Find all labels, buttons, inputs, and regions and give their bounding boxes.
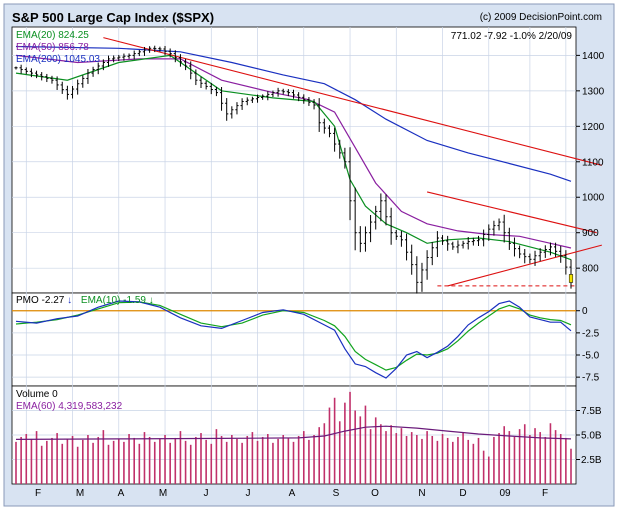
trend-line-0 [103,37,602,166]
price-tick-label-5: 900 [582,228,599,239]
x-tick-label-0: F [35,488,41,499]
pmo-ema-down-arrow-icon: ↓ [149,295,154,306]
legend-ema200: EMA(200) 1045.03 [16,54,100,65]
price-tick-label-4: 1000 [582,193,605,204]
price-tick-label-1: 1300 [582,86,605,97]
x-tick-label-3: M [159,488,167,499]
x-tick-label-9: N [418,488,425,499]
pmo-tick-label-0: 0 [582,306,588,317]
pmo-line [15,300,572,379]
x-tick-label-1: M [76,488,84,499]
pmo-tick-label-1: -2.5 [582,328,600,339]
price-series [14,37,602,294]
legend-ema20: EMA(20) 824.25 [16,30,89,41]
pmo-down-arrow-icon: ↓ [67,295,72,306]
legend-volume-ema: EMA(60) 4,319,583,232 [16,401,123,412]
x-tick-label-5: J [246,488,251,499]
trend-line-2 [447,244,602,287]
x-axis-ticks: F M A M J J A S O N D 09 F [35,488,548,499]
legend-volume: Volume 0 [16,389,58,400]
x-tick-label-4: J [204,488,209,499]
pmo-tick-label-2: -5.0 [582,351,600,362]
price-tick-label-2: 1200 [582,122,605,133]
legend-ema50: EMA(50) 856.78 [16,42,89,53]
volume-tick-label-1: 5.0B [581,431,602,442]
x-tick-label-2: A [118,488,125,499]
legend-pmo-label: PMO -2.27 [16,295,65,306]
volume-series [15,391,572,484]
last-quote: 771.02 -7.92 -1.0% 2/20/09 [451,31,573,42]
y-axis-ticks: 1400 1300 1200 1100 1000 900 800 0 -2.5 -5.0 -7.5 7… [576,51,605,466]
x-tick-label-12: F [542,488,548,499]
x-tick-label-8: O [371,488,379,499]
volume-tick-label-2: 2.5B [581,455,602,466]
legend-pmo-ema-label: EMA(10) -1.59 [81,295,146,306]
x-tick-label-10: D [459,488,466,499]
price-tick-label-3: 1100 [582,157,604,168]
pmo-ema-line [15,301,572,371]
price-tick-label-0: 1400 [582,51,605,62]
x-tick-label-7: S [333,488,340,499]
x-tick-label-6: A [289,488,296,499]
volume-tick-label-0: 7.5B [581,406,602,417]
copyright-text: (c) 2009 DecisionPoint.com [480,12,602,23]
ema50-line [15,54,572,249]
chart-title: S&P 500 Large Cap Index ($SPX) [12,10,214,25]
x-tick-label-11: 09 [499,488,511,499]
pmo-tick-label-3: -7.5 [582,373,600,384]
trend-line-1 [426,191,597,234]
last-bar-marker [568,274,574,283]
grid-lines [12,27,576,484]
pmo-series [12,300,576,379]
price-panel [11,26,577,294]
price-tick-label-6: 800 [582,264,599,275]
pmo-panel [11,292,577,387]
ema200-line [15,45,572,182]
legend-pmo: PMO -2.27 ↓ EMA(10) -1.59 ↓ [16,295,154,306]
volume-ema-line [15,425,572,440]
